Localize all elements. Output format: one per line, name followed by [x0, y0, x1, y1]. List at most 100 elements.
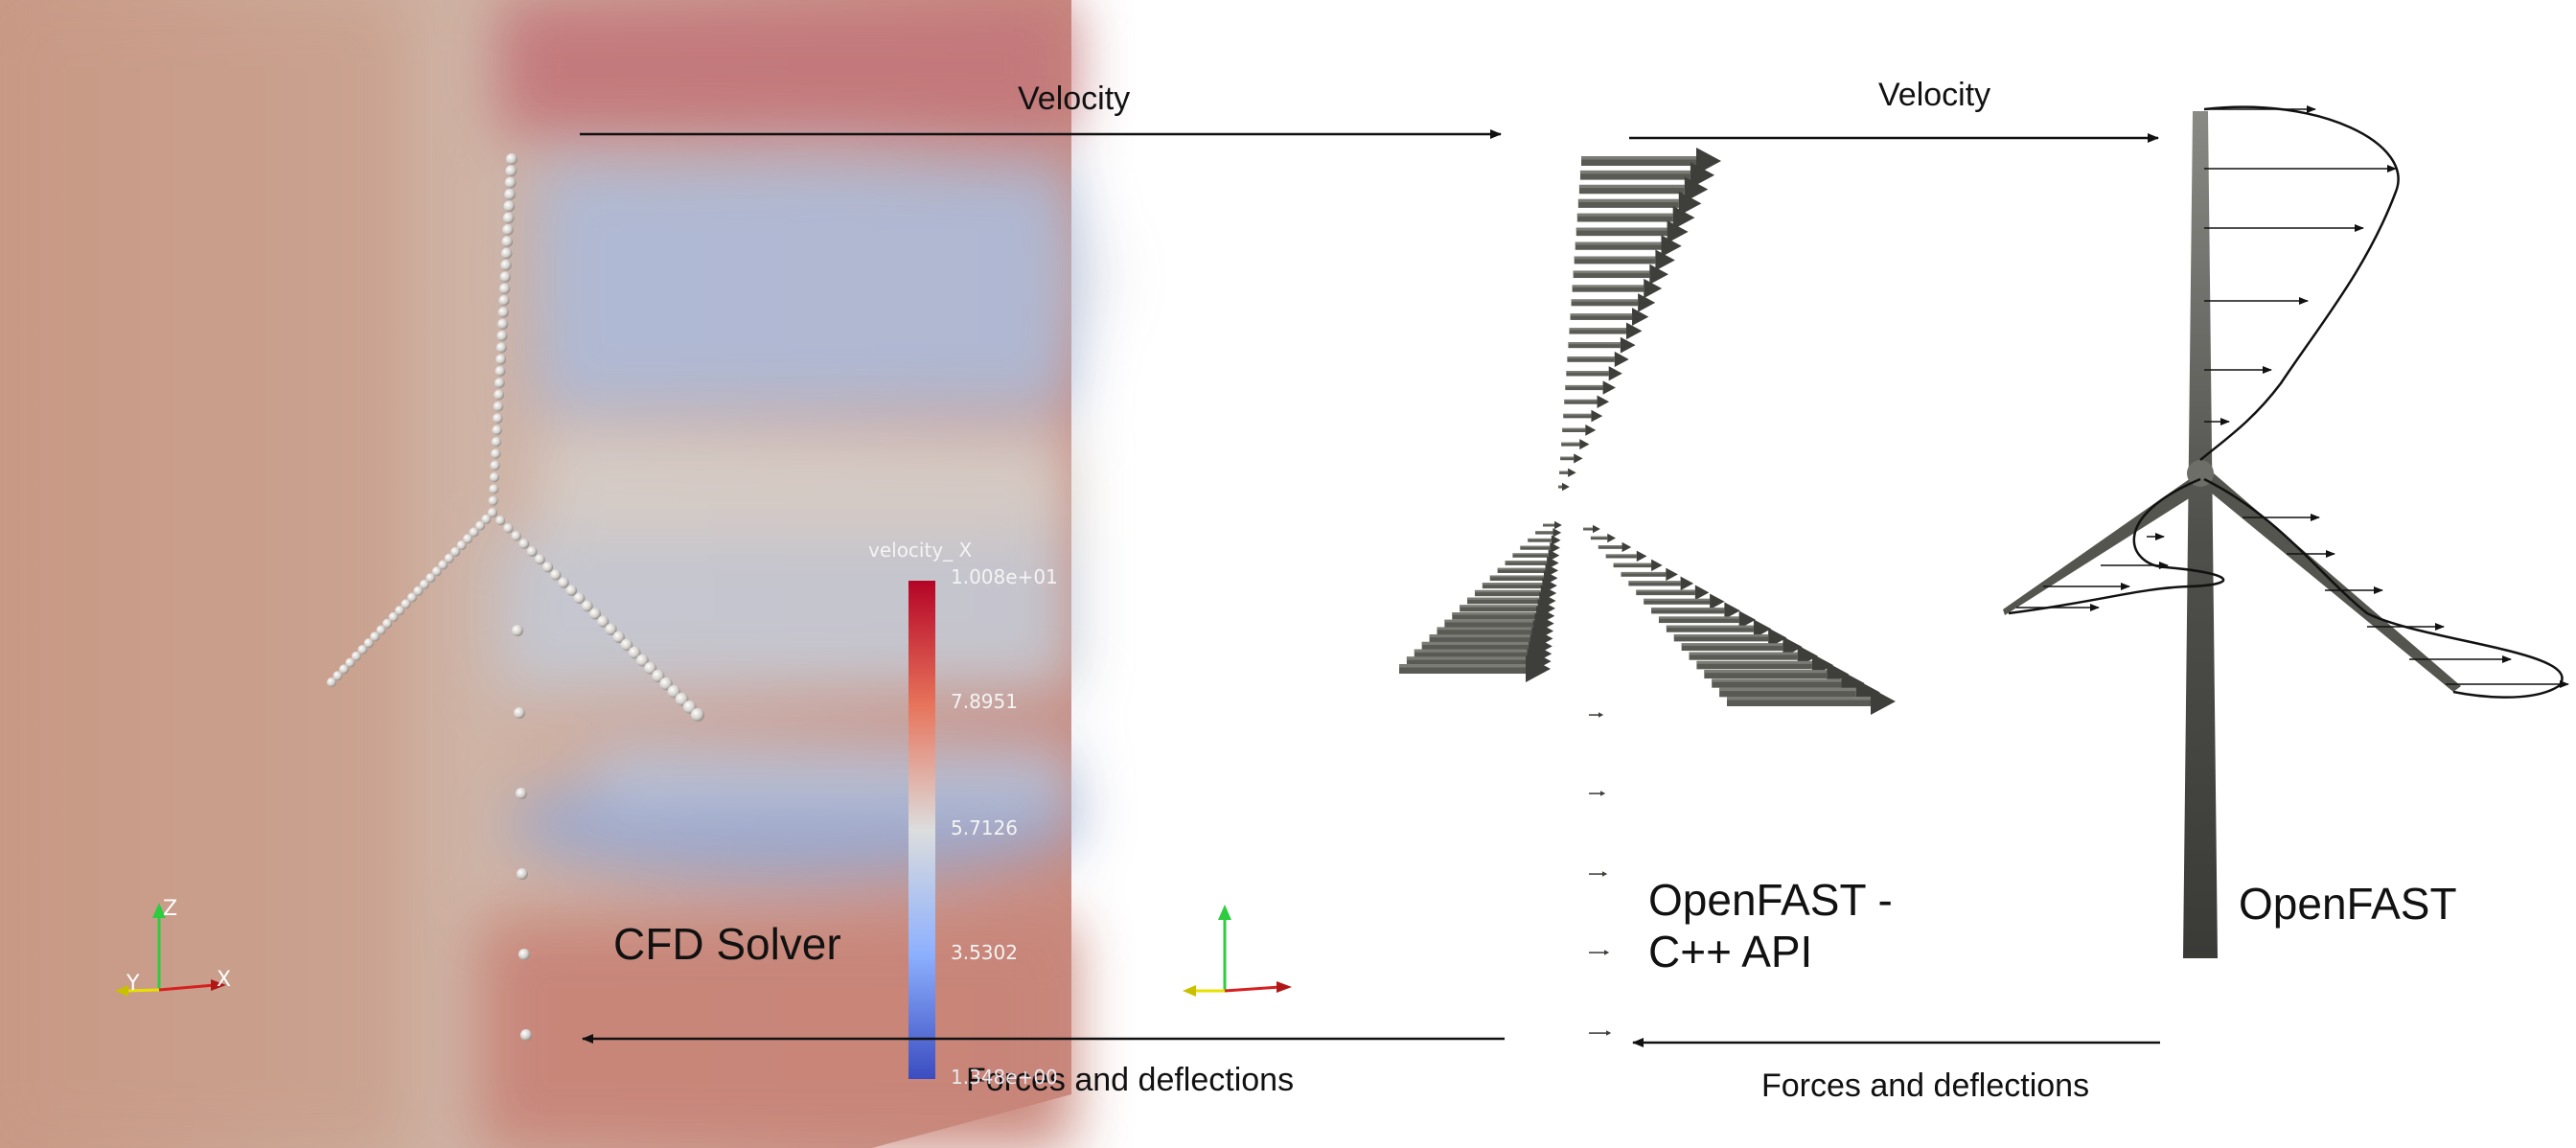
glyph-arrow: [1568, 336, 1636, 354]
tower-point: [517, 868, 528, 880]
openfast-api-label-line2: C++ API: [1648, 927, 1813, 976]
openfast-api-label-line1: OpenFAST -: [1648, 875, 1893, 925]
actuator-point: [526, 546, 538, 557]
glyph-arrow: [1565, 380, 1616, 395]
glyph-arrow: [1578, 176, 1709, 202]
actuator-point: [345, 657, 356, 668]
axis-label-y: Y: [126, 972, 140, 996]
actuator-point: [376, 625, 386, 635]
actuator-point: [450, 546, 461, 557]
actuator-point: [363, 638, 374, 649]
velocity-glyph-arrows: [1399, 148, 1896, 1036]
glyph-arrow: [1573, 264, 1668, 285]
actuator-point: [456, 540, 467, 551]
actuator-point: [333, 671, 343, 681]
axes-triad-cfd: [115, 903, 226, 997]
glyph-arrow: [1576, 220, 1689, 243]
glyph-arrow: [1613, 559, 1663, 572]
colorbar-tick-min: 1.348e+00: [951, 1066, 1058, 1089]
colorbar-tick-4: 3.5302: [951, 941, 1018, 964]
actuator-point: [493, 402, 504, 412]
glyph-arrow: [1559, 468, 1576, 477]
actuator-line-points: [327, 153, 704, 1041]
glyph-arrow: [1589, 950, 1610, 955]
glyph-arrow: [1589, 712, 1604, 718]
actuator-point: [493, 413, 503, 424]
glyph-arrow: [1528, 535, 1561, 546]
glyph-arrow: [1727, 688, 1896, 715]
actuator-point: [413, 585, 424, 596]
actuator-point: [504, 189, 516, 200]
forces-label-1: Forces and deflections: [966, 1062, 1295, 1098]
actuator-point: [534, 554, 545, 565]
actuator-point: [573, 592, 586, 605]
actuator-point: [612, 631, 625, 644]
actuator-point: [495, 354, 507, 365]
glyph-arrow: [1598, 541, 1632, 553]
actuator-point: [395, 606, 405, 616]
velocity-profiles: [2008, 105, 2569, 699]
glyph-arrow: [1569, 322, 1643, 340]
axis-label-x: X: [217, 968, 232, 992]
glyph-arrow: [1543, 520, 1562, 530]
actuator-point: [659, 677, 673, 691]
actuator-point: [597, 615, 610, 628]
tower-point: [520, 1029, 532, 1041]
actuator-point: [388, 611, 399, 622]
glyph-arrow: [1560, 453, 1583, 464]
actuator-point: [498, 295, 510, 307]
glyph-arrow: [1590, 533, 1617, 543]
cfd-solver-label: CFD Solver: [613, 919, 841, 969]
glyph-arrow: [1621, 567, 1678, 582]
glyph-arrow: [1605, 550, 1647, 563]
glyph-arrow: [1558, 482, 1570, 492]
actuator-point: [506, 153, 518, 165]
glyph-arrow: [1581, 148, 1721, 174]
tower-point: [518, 949, 530, 960]
glyph-arrow: [1564, 395, 1610, 409]
glyph-arrow: [1567, 351, 1629, 367]
actuator-point: [501, 236, 514, 247]
forces-label-2: Forces and deflections: [1761, 1068, 2090, 1104]
actuator-point: [589, 608, 601, 620]
glyph-arrow: [1644, 593, 1725, 610]
actuator-point: [370, 631, 380, 642]
actuator-point: [550, 569, 562, 581]
velocity-label-1: Velocity: [1018, 80, 1131, 117]
actuator-point: [489, 472, 500, 483]
actuator-point: [502, 212, 515, 224]
tower-point: [512, 625, 523, 636]
actuator-point: [496, 331, 508, 341]
actuator-point: [500, 260, 512, 271]
colorbar-title: velocity_ X: [868, 539, 973, 562]
colorbar-tick-2: 7.8951: [951, 690, 1018, 713]
actuator-point: [494, 389, 505, 401]
actuator-point: [382, 618, 393, 629]
glyph-arrow: [1583, 524, 1600, 534]
actuator-point: [488, 495, 498, 506]
actuator-point: [558, 577, 569, 588]
actuator-point: [401, 599, 411, 609]
cfd-velocity-field: [0, 0, 1131, 1148]
actuator-point: [542, 562, 554, 573]
actuator-point: [489, 484, 499, 494]
glyph-arrow: [1520, 541, 1560, 554]
actuator-point: [635, 654, 649, 667]
actuator-point: [338, 664, 349, 675]
actuator-point: [463, 534, 473, 544]
actuator-point: [605, 623, 617, 635]
glyph-arrow: [1658, 610, 1757, 630]
glyph-arrow: [1561, 439, 1590, 450]
glyph-arrow: [1512, 549, 1560, 562]
glyph-arrow: [1563, 409, 1603, 423]
actuator-point: [491, 437, 502, 448]
glyph-arrow: [1535, 528, 1562, 538]
actuator-point: [652, 669, 665, 683]
actuator-point: [475, 520, 486, 531]
velocity-colorbar: [908, 581, 935, 1079]
actuator-point: [491, 448, 501, 459]
actuator-point: [492, 425, 502, 436]
actuator-point: [495, 516, 506, 526]
actuator-point: [691, 708, 704, 722]
tower-point: [514, 707, 525, 719]
